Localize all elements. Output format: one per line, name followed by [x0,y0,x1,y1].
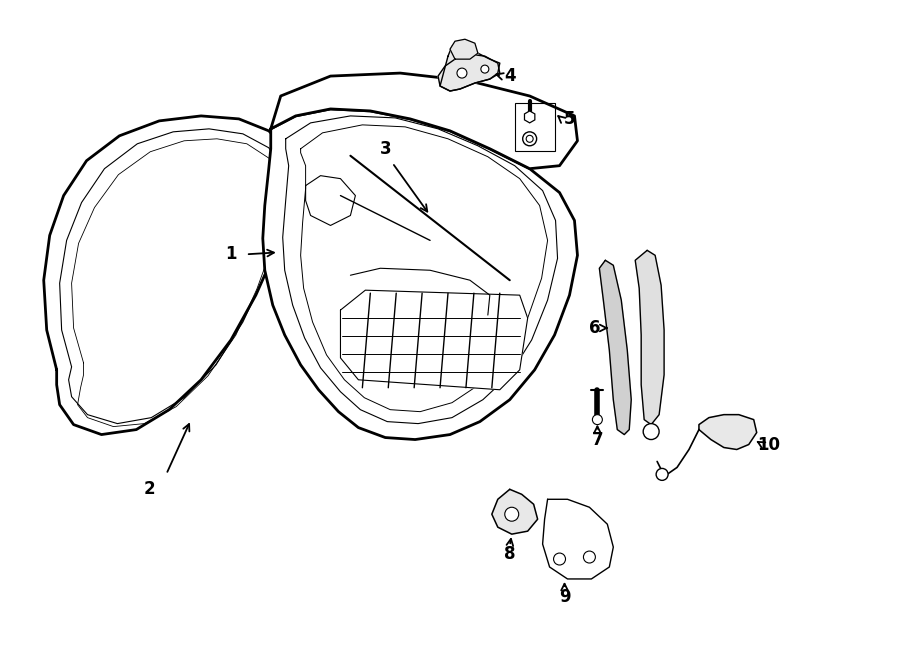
Polygon shape [599,260,631,434]
Circle shape [583,551,596,563]
Circle shape [457,68,467,78]
Text: 2: 2 [143,481,155,498]
Text: 9: 9 [559,588,571,606]
Polygon shape [699,414,757,449]
Circle shape [592,414,602,424]
Polygon shape [491,489,537,534]
Text: 4: 4 [504,67,516,85]
Circle shape [505,507,518,521]
Circle shape [523,132,536,146]
Text: 6: 6 [589,319,600,337]
Polygon shape [543,499,613,579]
Circle shape [554,553,565,565]
Circle shape [526,136,533,142]
Text: 8: 8 [504,545,516,563]
Polygon shape [440,41,500,91]
Polygon shape [44,116,296,434]
Circle shape [656,469,668,481]
Polygon shape [340,290,527,390]
Text: 10: 10 [757,436,780,453]
Polygon shape [450,39,478,59]
Polygon shape [271,73,578,169]
Polygon shape [263,109,578,440]
Text: 5: 5 [563,110,575,128]
Polygon shape [635,251,664,424]
Polygon shape [438,54,500,91]
Circle shape [481,65,489,73]
Text: 3: 3 [380,139,392,158]
Text: 1: 1 [225,245,237,263]
Circle shape [644,424,659,440]
Text: 7: 7 [591,430,603,449]
